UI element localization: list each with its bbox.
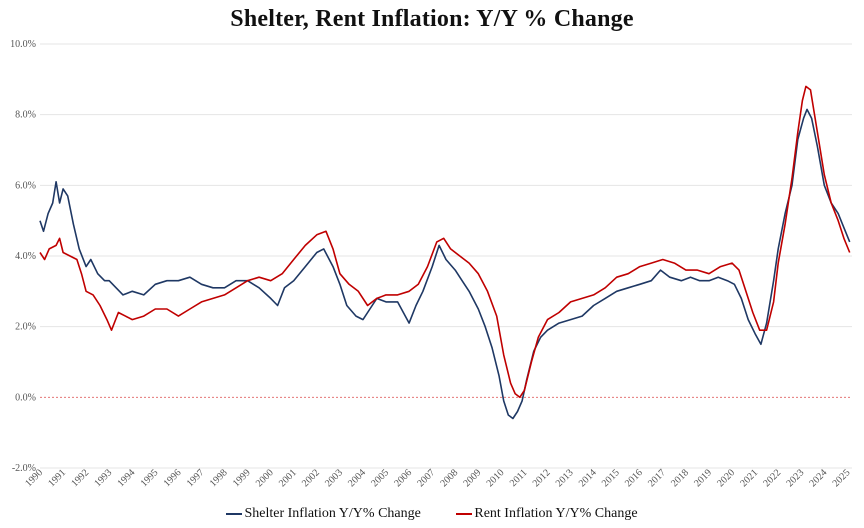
- x-tick-label: 2021: [738, 467, 760, 489]
- grid: [40, 43, 852, 469]
- y-tick-label: 0.0%: [15, 392, 36, 403]
- x-tick-label: 2013: [554, 467, 576, 489]
- x-tick-label: 2008: [438, 467, 460, 489]
- x-tick-label: 1994: [115, 467, 137, 489]
- x-axis-labels: 1990 1991 1992 1993 1994 1995 1996 1997 1998 1999…: [23, 467, 852, 489]
- x-tick-label: 2007: [415, 467, 437, 489]
- x-tick-label: 2012: [531, 467, 553, 489]
- x-tick-label: 2003: [323, 467, 345, 489]
- x-tick-label: 2009: [461, 467, 483, 489]
- x-tick-label: 2024: [808, 467, 830, 489]
- rent-series-line: [39, 85, 851, 399]
- legend-item-rent: Rent Inflation Y/Y% Change: [456, 506, 638, 522]
- x-tick-label: 2006: [392, 467, 414, 489]
- x-tick-label: 2019: [692, 467, 714, 489]
- x-tick-label: 2005: [369, 467, 391, 489]
- x-tick-label: 1991: [46, 467, 68, 489]
- x-tick-label: 2015: [600, 467, 622, 489]
- legend-label-shelter: Shelter Inflation Y/Y% Change: [244, 506, 421, 521]
- x-tick-label: 2001: [277, 467, 299, 489]
- x-tick-label: 1998: [208, 467, 230, 489]
- chart-title: Shelter, Rent Inflation: Y/Y % Change: [230, 6, 634, 32]
- x-tick-label: 1995: [139, 467, 161, 489]
- x-tick-label: 2025: [831, 467, 853, 489]
- legend-swatch-shelter: [226, 513, 243, 515]
- x-tick-label: 2004: [346, 467, 368, 489]
- x-tick-label: 2022: [761, 467, 783, 489]
- x-tick-label: 2010: [485, 467, 507, 489]
- x-tick-label: 2023: [784, 467, 806, 489]
- legend-item-shelter: Shelter Inflation Y/Y% Change: [226, 506, 421, 522]
- x-tick-label: 1992: [69, 467, 91, 489]
- x-tick-label: 2018: [669, 467, 691, 489]
- shelter-series-line: [39, 108, 851, 420]
- y-axis-labels: 10.0% 8.0% 6.0% 4.0% 2.0% 0.0% -2.0%: [10, 39, 36, 474]
- legend-label-rent: Rent Inflation Y/Y% Change: [474, 506, 638, 521]
- x-tick-label: 2014: [577, 467, 599, 489]
- x-tick-label: 1996: [162, 467, 184, 489]
- x-tick-label: 2002: [300, 467, 322, 489]
- y-tick-label: 2.0%: [15, 322, 36, 333]
- series-lines: [39, 85, 851, 420]
- x-tick-label: 2000: [254, 467, 276, 489]
- x-tick-label: 2011: [508, 467, 530, 489]
- x-tick-label: 2020: [715, 467, 737, 489]
- legend-swatch-rent: [456, 513, 473, 515]
- y-tick-label: 6.0%: [15, 180, 36, 191]
- legend: Shelter Inflation Y/Y% Change Rent Infla…: [0, 504, 864, 522]
- y-tick-label: 8.0%: [15, 110, 36, 121]
- x-tick-label: 1993: [92, 467, 114, 489]
- x-tick-label: 1997: [185, 467, 207, 489]
- x-tick-label: 2017: [646, 467, 668, 489]
- y-tick-label: -2.0%: [12, 463, 36, 474]
- y-tick-label: 10.0%: [10, 39, 36, 50]
- x-tick-label: 2016: [623, 467, 645, 489]
- x-tick-label: 1999: [231, 467, 253, 489]
- y-tick-label: 4.0%: [15, 251, 36, 262]
